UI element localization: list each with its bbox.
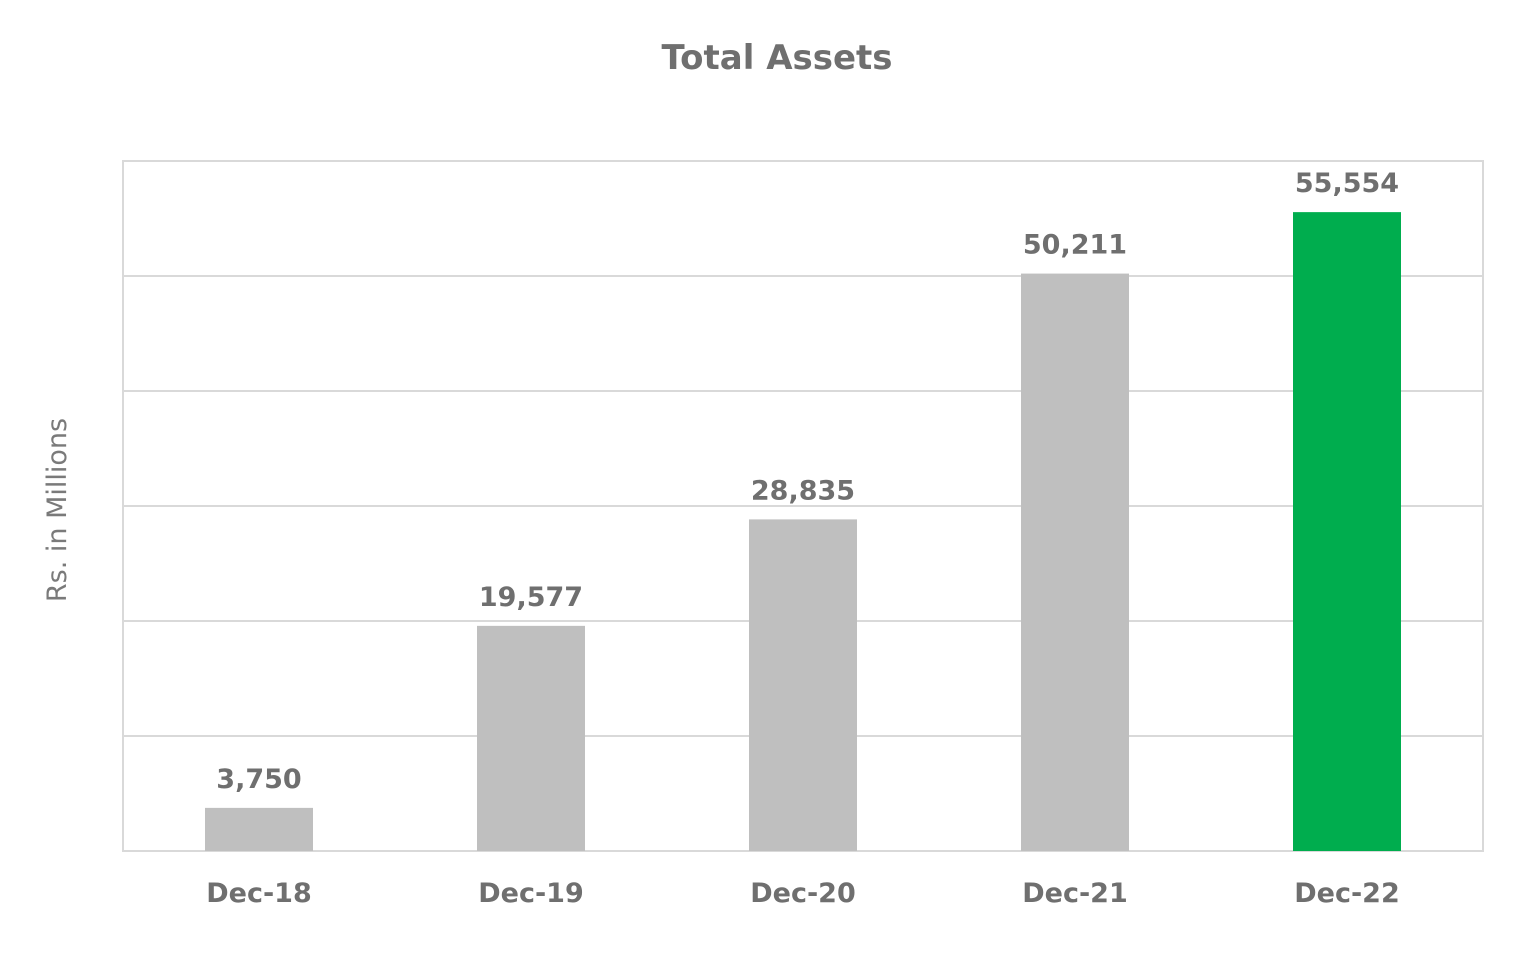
data-label-dec-19: 19,577 bbox=[479, 582, 583, 613]
x-axis-ticks: Dec-18 Dec-19 Dec-20 Dec-21 Dec-22 bbox=[206, 878, 1400, 909]
x-tick-label-dec-22: Dec-22 bbox=[1294, 878, 1400, 909]
data-labels: 3,750 19,577 28,835 50,211 55,554 bbox=[216, 168, 1399, 795]
bar-dec-21 bbox=[1021, 273, 1129, 851]
data-label-dec-21: 50,211 bbox=[1023, 230, 1127, 261]
bar-dec-18 bbox=[205, 807, 313, 851]
data-label-dec-18: 3,750 bbox=[216, 764, 301, 795]
bars bbox=[205, 212, 1401, 851]
data-label-dec-20: 28,835 bbox=[751, 475, 855, 506]
data-label-dec-22: 55,554 bbox=[1295, 168, 1399, 199]
bar-dec-19 bbox=[477, 625, 585, 851]
x-tick-label-dec-18: Dec-18 bbox=[206, 878, 312, 909]
y-axis-label: Rs. in Millions bbox=[42, 418, 73, 602]
chart-title: Total Assets bbox=[661, 38, 892, 78]
x-tick-label-dec-21: Dec-21 bbox=[1022, 878, 1128, 909]
bar-dec-20 bbox=[749, 519, 857, 851]
x-tick-label-dec-19: Dec-19 bbox=[478, 878, 584, 909]
x-tick-label-dec-20: Dec-20 bbox=[750, 878, 856, 909]
bar-dec-22 bbox=[1293, 212, 1401, 851]
